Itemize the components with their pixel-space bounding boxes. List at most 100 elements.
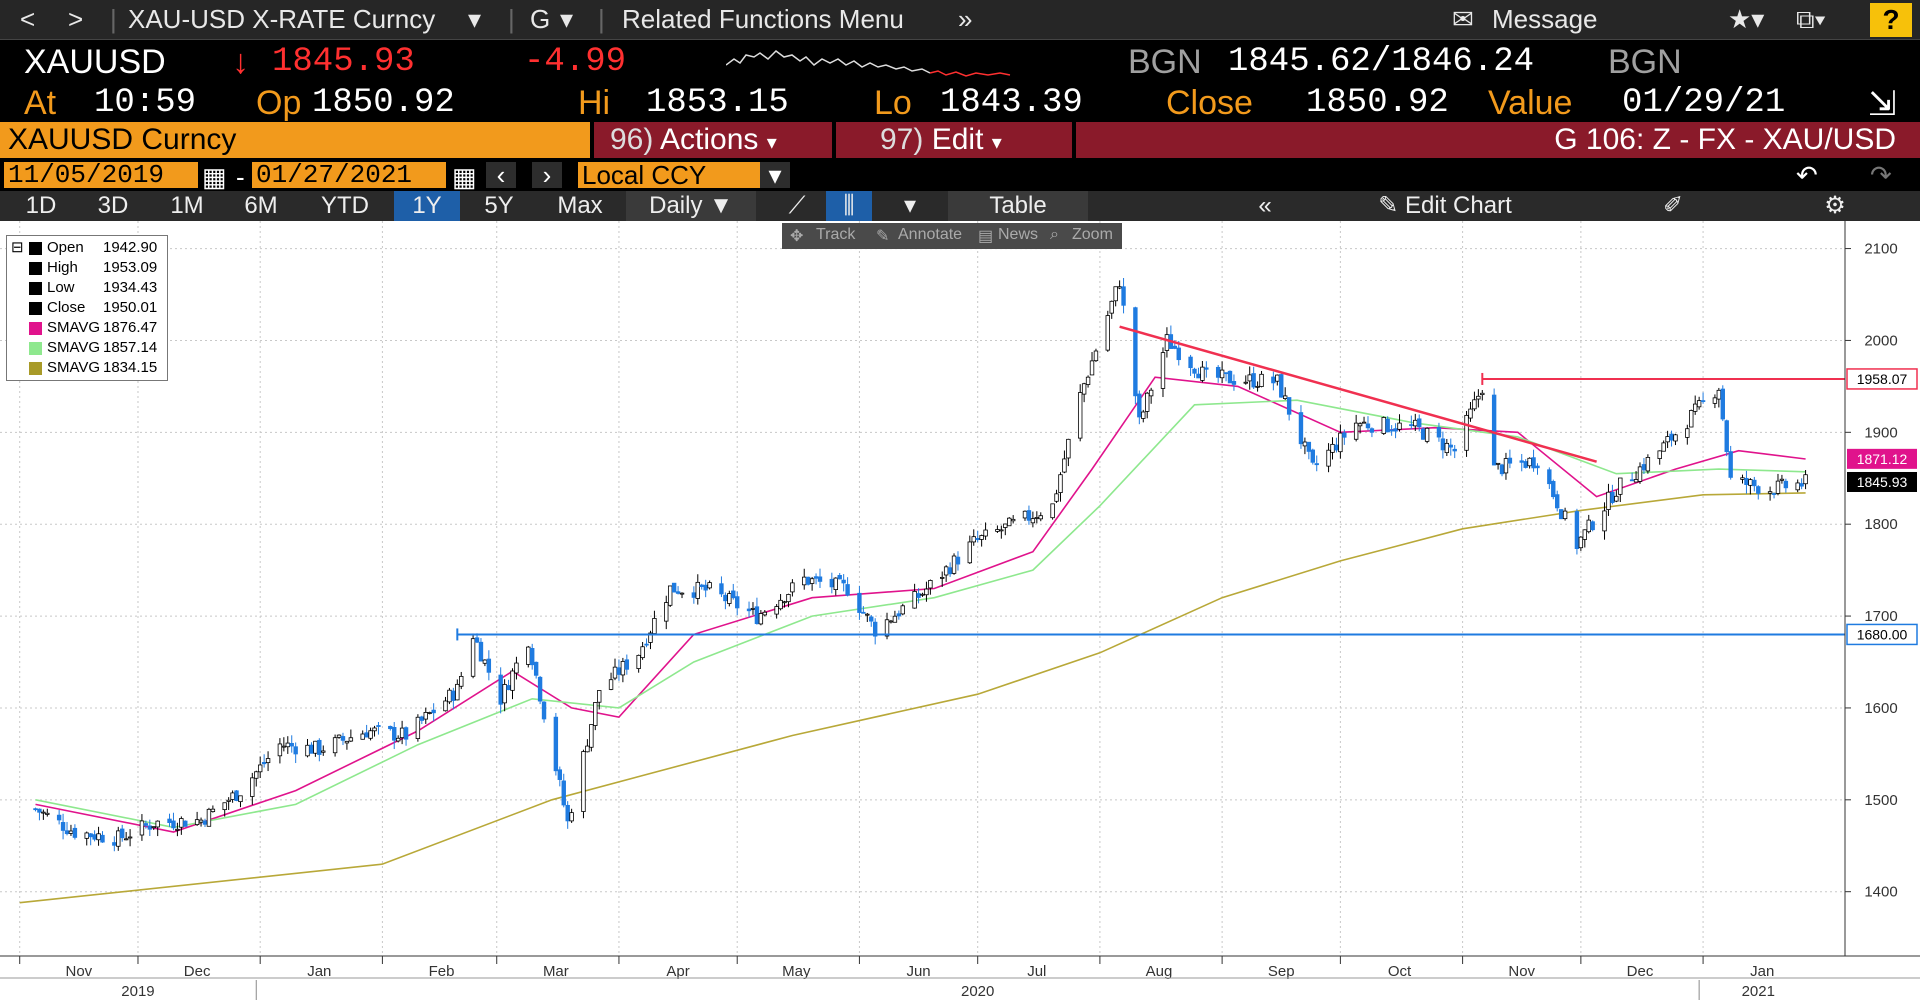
candle-body [608,679,614,690]
table-button[interactable]: Table [948,191,1088,221]
edit-chart-button[interactable]: ✎ Edit Chart [1350,191,1540,221]
candle-body [474,637,480,643]
candle-body [1507,457,1513,464]
y-tick-label: 1400 [1864,884,1897,901]
candle-body [1535,465,1540,469]
news-tool[interactable]: News [998,226,1039,243]
legend-name: Low [47,279,75,296]
candlestick-icon[interactable]: ⫼ [826,191,872,221]
candle-body [293,746,298,755]
timeframe-1m[interactable]: 1M [170,192,204,219]
next-range-button[interactable]: › [532,162,562,188]
collapse-icon[interactable]: ⊟ [11,239,24,256]
candle-body [533,661,539,676]
candle-body [723,594,728,602]
candle-body [486,658,492,673]
timeframe-3d[interactable]: 3D [97,192,129,219]
function-dropdown-icon[interactable]: ▾ [560,4,574,34]
legend-swatch [29,242,42,255]
edit-menu[interactable]: 97) Edit ▾ [836,122,1072,158]
x-tick-label: Feb [429,963,455,980]
candle-body [250,777,255,797]
currency-value: Local CCY [582,160,707,190]
candle-body [924,588,929,596]
candle-body [281,745,287,748]
end-calendar-icon[interactable]: ▦ [452,162,477,192]
security-title-box[interactable]: XAUUSD Curncy [0,122,590,158]
start-calendar-icon[interactable]: ▦ [202,162,227,192]
candle-body [123,838,129,841]
candle-body [147,825,153,830]
candle-body [431,709,436,714]
security-field[interactable]: XAU-USD X-RATE Curncy [128,4,436,34]
candle-body [1279,374,1284,398]
actions-dropdown-icon: ▾ [766,132,777,154]
sparkline [726,50,1011,77]
candle-body [127,836,133,839]
start-date-field[interactable]: 11/05/2019 [4,162,198,188]
legend[interactable]: ⊟ Open 1942.90 High 1953.09 Low 1934.43 Clos… [6,235,168,381]
candle-body [376,725,381,727]
chart-tools-bar: ✥ Track ✎ Annotate ▤ News ⌕ Zoom [782,223,1122,249]
timeframe-max[interactable]: Max [557,192,603,219]
last-price: 1845.93 [272,43,415,81]
candle-body [1160,352,1166,389]
candle-body [317,739,322,755]
candle-body [900,605,905,615]
star-icon[interactable]: ★▾ [1728,4,1765,34]
message-button[interactable]: Message [1492,4,1598,34]
candle-body [470,638,476,677]
chart-type-dropdown-icon[interactable]: ▾ [903,192,917,219]
collapse-left-icon[interactable]: « [1258,192,1272,219]
candle-body [1673,434,1678,442]
candle-body [1728,451,1733,478]
track-tool[interactable]: Track [816,226,856,243]
annotate-toggle-icon[interactable]: ✐ [1662,192,1684,219]
candle-body [1231,381,1237,385]
candle-body [1562,510,1568,520]
candle-body [1066,438,1071,459]
help-button[interactable]: ? [1870,3,1912,37]
undo-icon[interactable]: ↶ [1796,160,1818,190]
candle-body [1081,383,1087,395]
annotate-tool[interactable]: Annotate [898,226,963,243]
candle-body [648,632,653,643]
security-dropdown-icon[interactable]: ▾ [468,4,482,34]
timeframe-1d[interactable]: 1D [25,192,57,219]
envelope-icon[interactable]: ✉ [1452,4,1474,34]
timeframe-6m[interactable]: 6M [244,192,278,219]
redo-icon[interactable]: ↷ [1870,160,1892,190]
currency-dropdown-icon[interactable]: ▾ [760,162,790,188]
export-icon[interactable]: ⇲ [1868,85,1897,123]
x-tick-label: Jun [906,963,930,980]
currency-select[interactable]: Local CCY [578,162,764,188]
chart-area[interactable]: 1958.07 1680.00 1871.12 1845.93 1400 1500 160… [0,221,1920,1000]
function-field[interactable]: G [530,4,551,34]
timeframe-ytd[interactable]: YTD [321,192,369,219]
quote-time: 10:59 [94,84,197,122]
down-arrow-icon: ↓ [232,43,249,81]
gear-icon[interactable]: ⚙ [1824,192,1846,219]
chart-title-box: G 106: Z - FX - XAU/USD [1076,122,1920,158]
candle-body [1740,477,1745,480]
end-date-field[interactable]: 01/27/2021 [252,162,446,188]
candle-body [829,578,835,588]
forward-button[interactable]: > [68,4,84,34]
timeframe-1y[interactable]: 1Y [394,191,460,221]
related-functions-menu[interactable]: Related Functions Menu [622,4,904,34]
price-tag-box [1847,448,1917,469]
double-chevron-down-icon[interactable]: » [958,4,973,34]
candle-body [1614,495,1619,502]
period-select[interactable]: Daily ▼ [626,191,756,221]
actions-menu[interactable]: 96) Actions ▾ [594,122,832,158]
candle-body [920,593,925,596]
candle-body [151,826,156,829]
prev-range-button[interactable]: ‹ [486,162,516,188]
window-icon[interactable]: ⧉▾ [1796,4,1826,34]
y-tick-label: 1800 [1864,516,1897,533]
back-button[interactable]: < [20,4,36,34]
zoom-tool[interactable]: Zoom [1072,226,1113,243]
price-chart[interactable]: 1958.07 1680.00 1871.12 1845.93 1400 1500 160… [0,221,1920,1000]
line-chart-icon[interactable]: ⟋ [788,192,806,219]
timeframe-5y[interactable]: 5Y [484,192,514,219]
